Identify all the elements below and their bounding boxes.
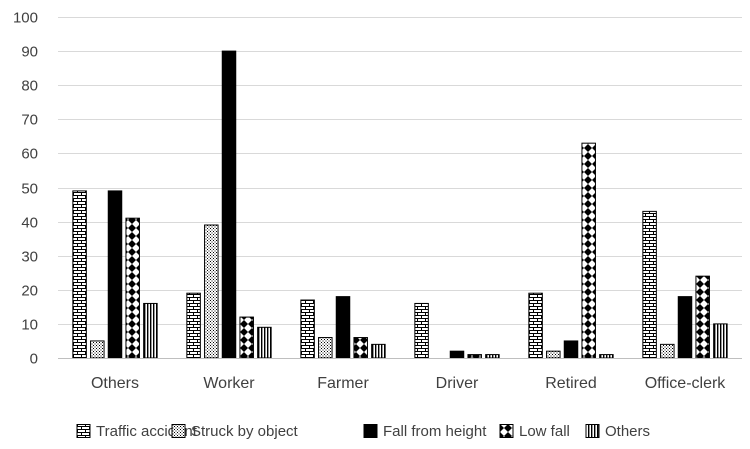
bar [449, 350, 465, 359]
legend-label: Others [605, 423, 650, 440]
legend-label: Low fall [519, 423, 570, 440]
bar [660, 343, 675, 359]
legend-swatch [76, 424, 91, 438]
x-axis-labels: Others Worker Farmer Driver Retired Office-cl… [91, 375, 726, 392]
bar [467, 354, 482, 359]
y-tick-label: 20 [21, 283, 38, 300]
legend-item: Others [585, 423, 650, 440]
y-tick-label: 40 [21, 215, 38, 232]
y-tick-label: 100 [13, 10, 38, 27]
bar [90, 340, 105, 359]
bar [318, 337, 333, 359]
y-tick-label: 10 [21, 317, 38, 334]
bar [239, 316, 254, 359]
bar [257, 326, 272, 359]
y-tick-label: 50 [21, 181, 38, 198]
legend-item: Struck by object [171, 423, 299, 440]
y-tick-label: 80 [21, 78, 38, 95]
bar [546, 350, 561, 359]
y-tick-label: 90 [21, 44, 38, 61]
bars [72, 50, 728, 359]
x-category-label: Office-clerk [645, 375, 727, 392]
legend-label: Fall from height [383, 423, 487, 440]
bar [599, 354, 614, 359]
legend-swatch [363, 424, 378, 438]
bar [300, 299, 315, 359]
x-category-label: Worker [203, 375, 255, 392]
bar [713, 323, 728, 359]
bar [107, 190, 123, 359]
y-axis-ticks: 0 10 20 30 40 50 60 70 80 90 100 [13, 10, 38, 368]
legend-label: Struck by object [191, 423, 299, 440]
y-tick-label: 0 [30, 351, 38, 368]
bar [695, 275, 710, 359]
bar [581, 142, 596, 359]
bar [677, 296, 693, 359]
bar [125, 217, 140, 359]
legend-swatch [585, 424, 600, 438]
bar [221, 50, 237, 359]
bar [371, 343, 386, 359]
bar [335, 296, 351, 359]
x-category-label: Farmer [317, 375, 369, 392]
bar [414, 302, 429, 359]
legend-item: Low fall [499, 423, 570, 440]
y-tick-label: 60 [21, 146, 38, 163]
gridlines [58, 17, 742, 325]
x-category-label: Retired [545, 375, 597, 392]
bar [528, 292, 543, 359]
bar [563, 340, 579, 359]
bar [72, 190, 87, 359]
y-tick-label: 70 [21, 112, 38, 129]
legend-item: Fall from height [363, 423, 487, 440]
bar [204, 224, 219, 359]
bar [186, 292, 201, 359]
bar [353, 337, 368, 359]
x-category-label: Others [91, 375, 139, 392]
y-tick-label: 30 [21, 249, 38, 266]
legend-swatch [171, 424, 186, 438]
bar [642, 210, 657, 359]
bar [143, 302, 158, 359]
x-category-label: Driver [436, 375, 479, 392]
bar [485, 354, 500, 359]
legend-swatch [499, 424, 514, 438]
